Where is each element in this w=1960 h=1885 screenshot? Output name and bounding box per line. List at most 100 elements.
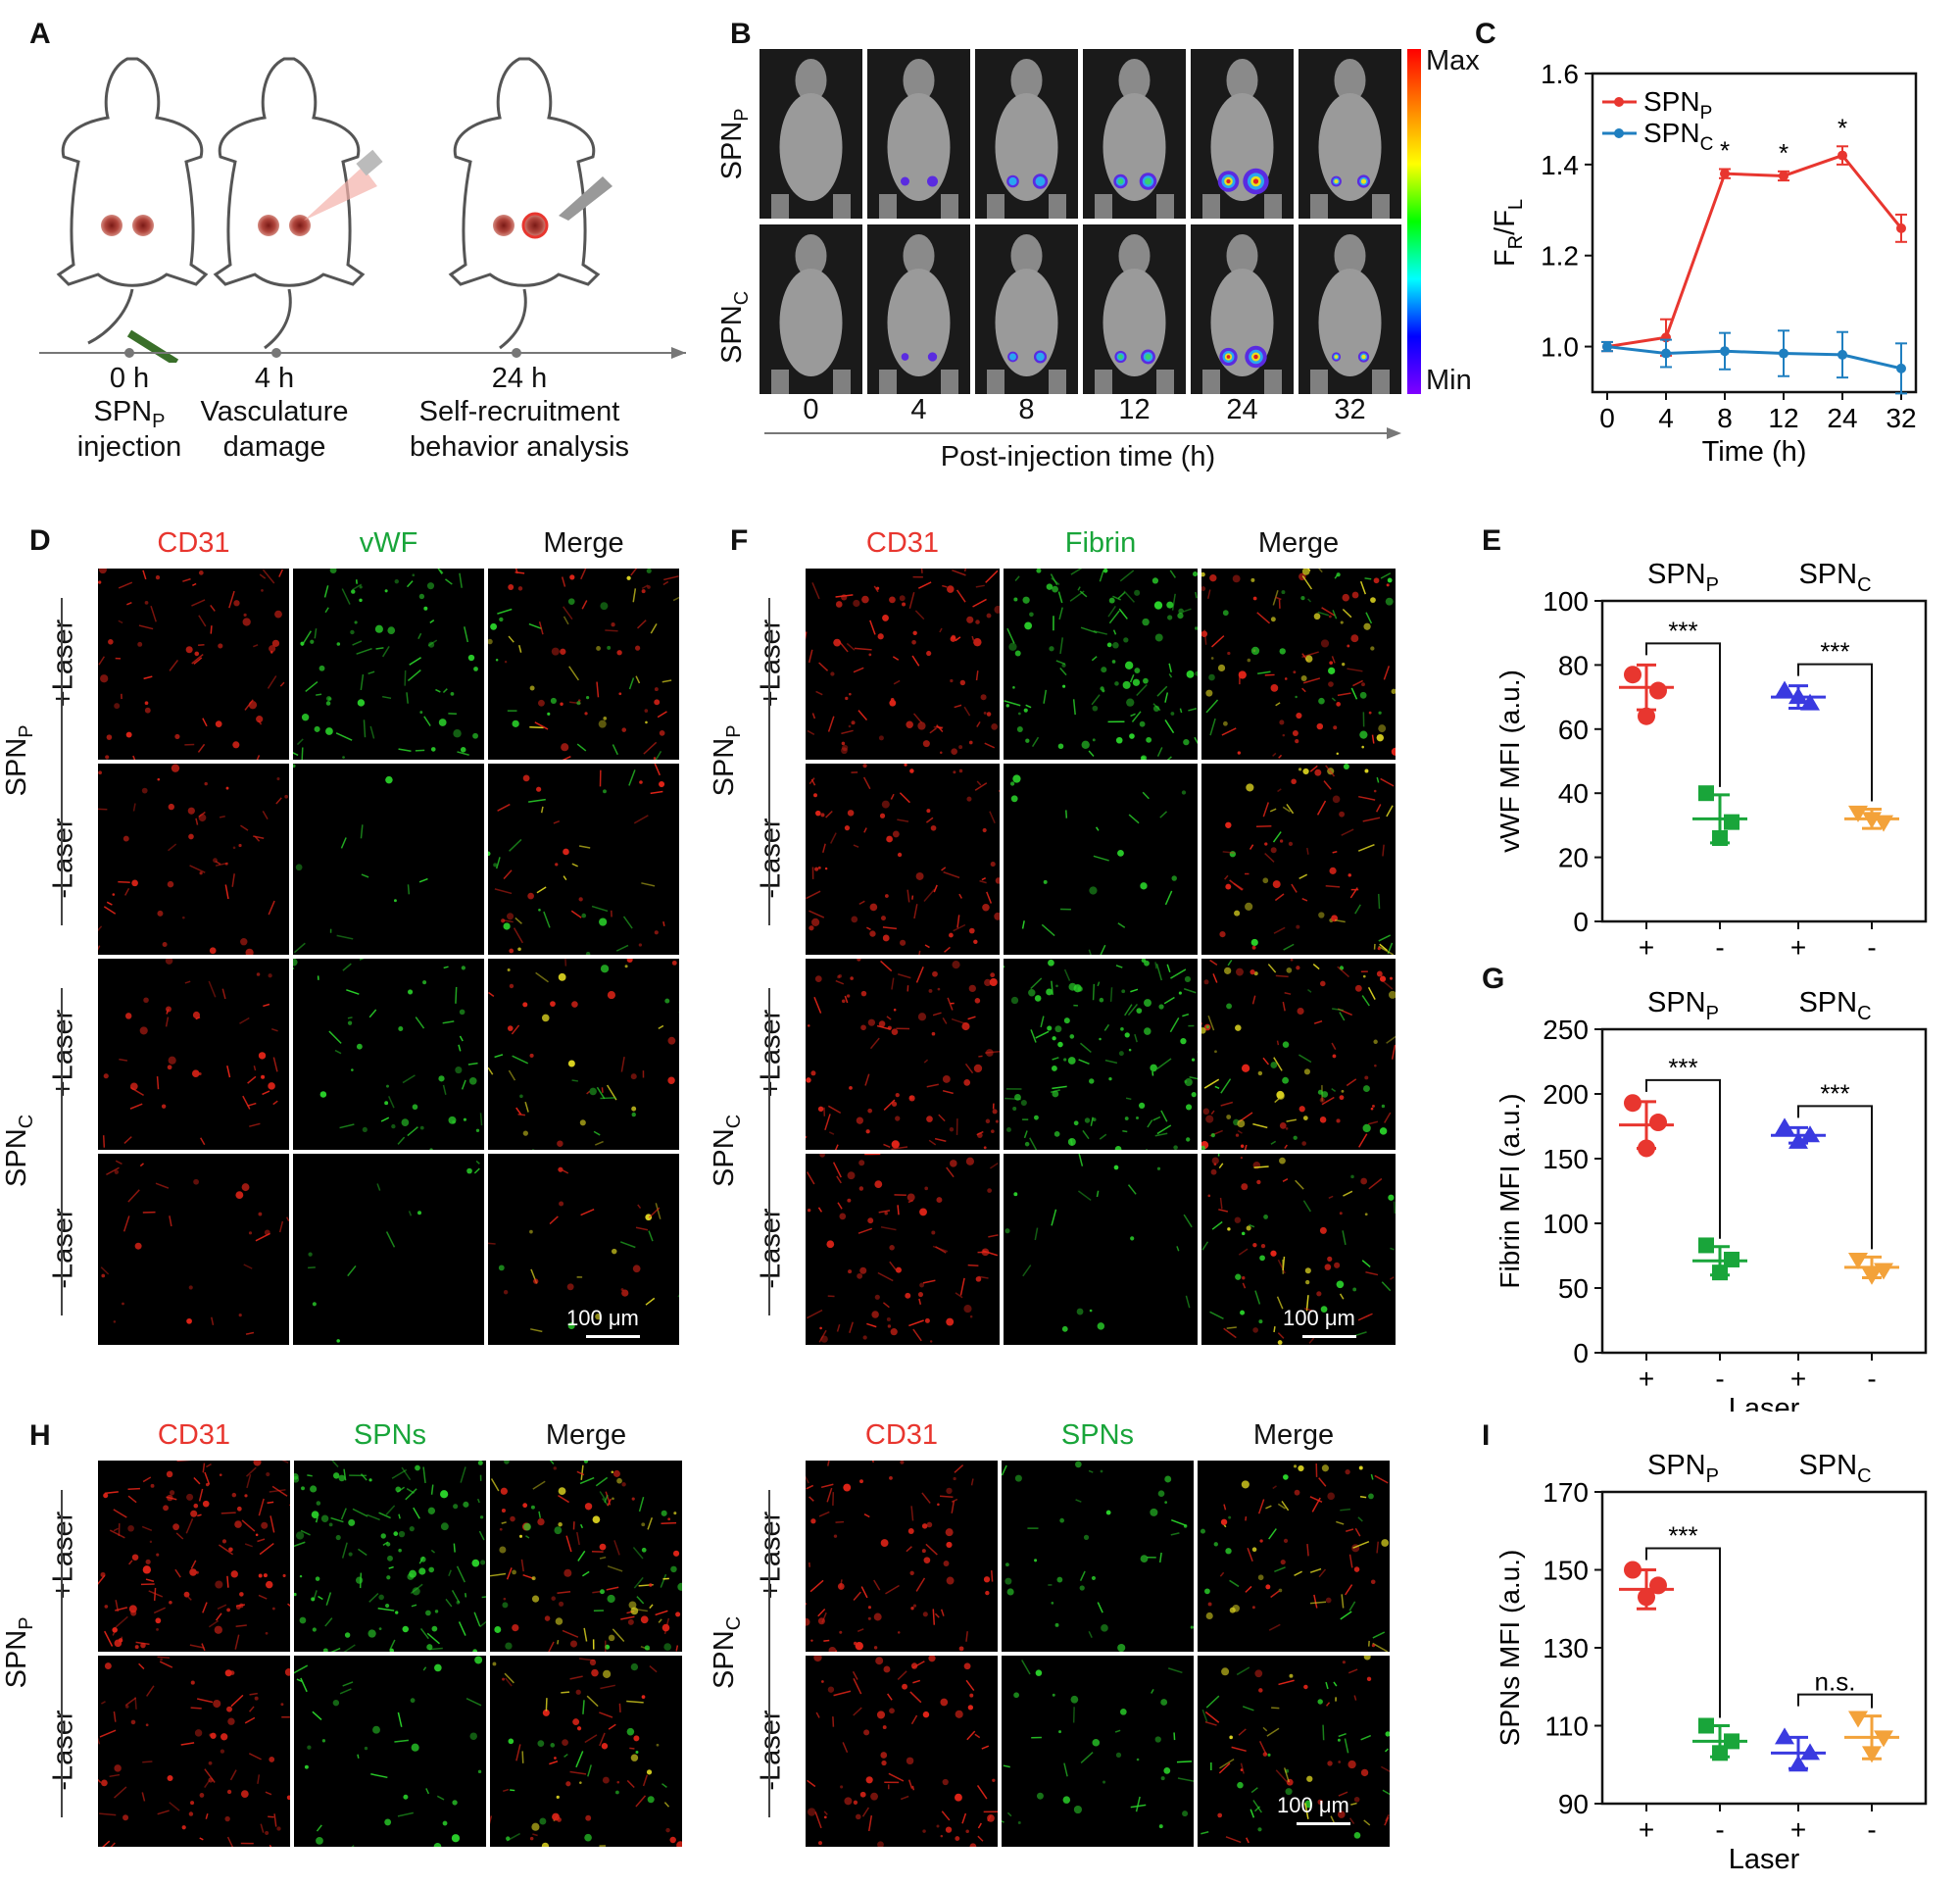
- mouse-silhouette: [987, 234, 1066, 394]
- micro-header: CD31: [157, 527, 230, 559]
- microscopy-image: [294, 1656, 486, 1847]
- panel-label-f: F: [730, 524, 749, 557]
- scalebar: [1297, 1822, 1350, 1825]
- y-tick-label: 100: [1543, 586, 1589, 617]
- step-0-label2: injection: [76, 431, 182, 463]
- microscopy-image: [1198, 1656, 1390, 1847]
- y-axis-label: Fibrin MFI (a.u.): [1494, 1093, 1525, 1288]
- microscopy-texture: [98, 764, 289, 955]
- group-label: SPNC: [1798, 559, 1871, 596]
- y-tick-label: 50: [1558, 1273, 1589, 1304]
- microscopy-texture: [1200, 1463, 1390, 1652]
- micro-row-label: +Laser: [755, 1511, 787, 1599]
- microscopy-image: [1201, 959, 1396, 1150]
- x-axis-label: Laser: [1729, 1393, 1800, 1412]
- microscopy-texture: [293, 569, 478, 760]
- data-point: [1779, 348, 1788, 359]
- group-sub: C: [15, 1114, 37, 1129]
- significance-label: n.s.: [1815, 1667, 1856, 1697]
- data-point: [1649, 1114, 1667, 1132]
- microscopy-image: [1004, 764, 1198, 955]
- data-point: [1838, 150, 1847, 161]
- y-tick-label: 0: [1573, 907, 1589, 937]
- data-point: [1800, 693, 1820, 711]
- microscopy-image: [1198, 1461, 1390, 1652]
- legend-marker: [1614, 128, 1624, 138]
- microscopy-image: [98, 1656, 290, 1847]
- x-tick-label: +: [1639, 1814, 1654, 1845]
- signal-spot: [927, 352, 938, 362]
- micro-row-label: -Laser: [47, 817, 79, 899]
- plot-frame: [1600, 1490, 1928, 1806]
- signal-spot: [927, 175, 938, 187]
- microscopy-image: [806, 1656, 998, 1847]
- panel-label-g: G: [1482, 963, 1505, 995]
- nir-image: [867, 49, 970, 219]
- microscopy-texture: [806, 1461, 994, 1652]
- data-point: [1848, 1252, 1868, 1269]
- microscopy-texture: [806, 764, 1000, 955]
- microscopy-image: [1002, 1656, 1194, 1847]
- panel-label-c: C: [1475, 18, 1496, 50]
- y-tick-label: 110: [1544, 1711, 1589, 1742]
- microscopy-texture: [806, 959, 1000, 1150]
- y-axis-label: SPNs MFI (a.u.): [1494, 1550, 1525, 1747]
- micro-header: CD31: [865, 527, 940, 559]
- x-tick-label: 0: [1599, 403, 1615, 433]
- nir-time-label: 12: [1118, 394, 1151, 425]
- microscopy-image: [98, 764, 289, 955]
- nir-image: [975, 49, 1078, 219]
- panel-label-i: I: [1482, 1419, 1491, 1452]
- microscopy-image: [293, 764, 484, 955]
- step-2-label2: behavior analysis: [409, 431, 630, 463]
- microscopy-texture: [806, 1154, 999, 1343]
- microscopy-image: [488, 569, 679, 760]
- mouse-icon: [213, 57, 366, 350]
- nir-image: [760, 224, 862, 394]
- nir-image: [1191, 49, 1294, 219]
- microscopy-image: [293, 1154, 484, 1345]
- micro-group-label: SPNP: [709, 712, 746, 810]
- microscopy-image: [1201, 764, 1396, 955]
- microscopy-image: [98, 569, 289, 760]
- microscopy-image: [1201, 1154, 1396, 1345]
- nir-axis-arrow-icon: [1387, 427, 1401, 439]
- y-tick-label: 250: [1543, 1015, 1589, 1045]
- microscopy-texture: [806, 569, 1000, 756]
- nir-image: [1083, 49, 1186, 219]
- y-tick-label: 60: [1558, 715, 1589, 745]
- microscopy-texture: [100, 1160, 289, 1335]
- x-tick-label: +: [1790, 1814, 1806, 1845]
- nir-image: [760, 49, 862, 219]
- significance-bracket: [1797, 1105, 1873, 1250]
- micro-row-label: -Laser: [755, 1709, 787, 1791]
- microscopy-image: [293, 569, 484, 760]
- micro-row-label: +Laser: [47, 619, 79, 707]
- nir-image: [1083, 224, 1186, 394]
- panel-label-b: B: [730, 18, 752, 50]
- data-point: [1649, 681, 1667, 700]
- microscopy-texture: [293, 959, 483, 1150]
- mouse-icon: [56, 57, 209, 345]
- microscopy-image: [1201, 569, 1396, 760]
- mouse-silhouette: [1095, 59, 1174, 219]
- micro-header: CD31: [157, 1419, 231, 1451]
- nir-image: [1191, 224, 1294, 394]
- group-bracket: [61, 598, 63, 925]
- microscopy-image: [1004, 1154, 1198, 1345]
- group-main: SPN: [709, 737, 741, 797]
- microscopy-image: [806, 959, 1000, 1150]
- data-point: [1775, 1727, 1794, 1745]
- microscopy-image: [293, 959, 484, 1150]
- data-point: [1896, 363, 1906, 373]
- group-bracket: [768, 598, 770, 925]
- mouse-silhouette: [879, 59, 958, 219]
- microscopy-texture: [102, 959, 278, 1148]
- microscopy-texture: [807, 1656, 998, 1847]
- mouse-silhouette: [1310, 234, 1390, 394]
- data-point: [1788, 1131, 1808, 1149]
- data-point: [1874, 1730, 1893, 1748]
- microscopy-texture: [308, 1160, 480, 1343]
